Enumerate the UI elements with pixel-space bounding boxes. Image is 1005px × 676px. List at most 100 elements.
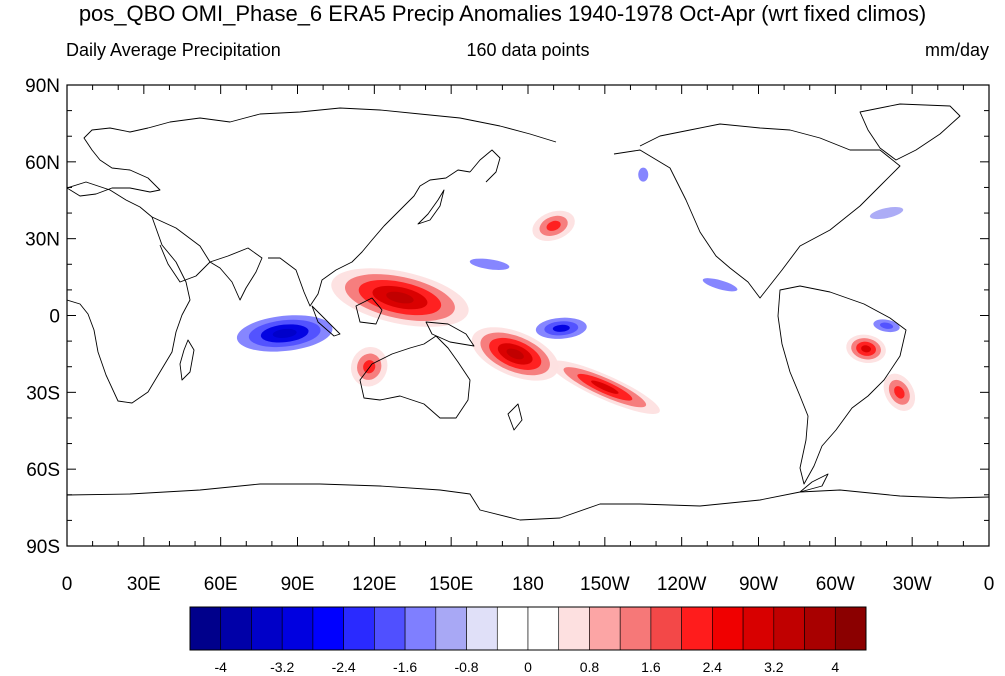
colorbar-tick-label: 3.2 <box>764 659 784 675</box>
coast-africa <box>67 181 191 404</box>
lon-label: 180 <box>512 574 544 595</box>
colorbar-box <box>834 606 867 651</box>
colorbar-box <box>619 606 652 651</box>
colorbar-tick-label: 4 <box>831 659 839 675</box>
colorbar-box <box>435 606 467 651</box>
lon-label: 90E <box>281 574 315 595</box>
lon-label: 60E <box>204 574 238 595</box>
anomaly-feature <box>532 210 575 242</box>
latitude-labels: 90N 60N 30N 0 30S 60S 90S <box>25 76 60 558</box>
anomaly-contour <box>894 386 905 399</box>
coast-north-america <box>613 123 901 299</box>
lon-label: 60W <box>816 574 855 595</box>
anomaly-feature <box>350 346 388 387</box>
coast-new-zealand <box>507 403 523 431</box>
colorbar-box <box>496 606 529 651</box>
lon-label: 120W <box>657 574 707 595</box>
anomaly-contour <box>272 328 297 338</box>
anomaly-feature <box>853 200 920 226</box>
colorbar-tick-label: -2.4 <box>332 659 356 675</box>
coast-south-america <box>777 285 907 485</box>
lon-label: 30E <box>127 574 161 595</box>
coast-india <box>209 247 263 301</box>
colorbar-box <box>312 606 344 651</box>
map-panel <box>66 84 990 547</box>
lon-label: 0 <box>62 574 73 595</box>
coast-europe <box>67 127 161 197</box>
anomaly-feature <box>866 316 907 336</box>
colorbar-box <box>374 606 406 651</box>
anomaly-contour <box>469 258 510 270</box>
coast-kamchatka <box>469 149 501 183</box>
lat-label: 60S <box>26 460 60 481</box>
colorbar-box <box>712 606 744 651</box>
anomaly-contour <box>552 324 570 332</box>
coast-antarctica <box>67 483 989 521</box>
colorbar-tick-label: -1.6 <box>393 659 417 675</box>
colorbar-box <box>220 606 252 651</box>
lat-label: 30S <box>26 383 60 404</box>
anomaly-contour <box>591 380 619 394</box>
colorbar-box <box>466 606 498 651</box>
colorbar-tick-label: 2.4 <box>703 659 723 675</box>
colorbar-box <box>589 606 621 651</box>
colorbar-tick-label: 0 <box>524 659 532 675</box>
lat-label: 90S <box>26 537 60 558</box>
colorbar-frame <box>189 606 867 651</box>
anomaly-contour <box>869 207 904 220</box>
anomaly-field <box>224 160 920 414</box>
anomaly-contour <box>546 220 561 231</box>
colorbar-box <box>527 606 560 651</box>
coast-new-guinea <box>425 321 475 347</box>
anomaly-contour <box>638 167 649 182</box>
anomaly-feature <box>846 334 886 364</box>
axis-ticks <box>66 84 990 547</box>
colorbar-box <box>650 606 682 651</box>
anomaly-contour <box>861 345 872 353</box>
coast-japan <box>417 189 445 225</box>
lon-label: 0 <box>984 574 995 595</box>
lat-label: 30N <box>25 230 60 251</box>
anomaly-feature <box>449 252 530 276</box>
lon-label: 30W <box>893 574 932 595</box>
coast-arctic-eurasia <box>147 107 557 143</box>
colorbar-box <box>681 606 713 651</box>
colorbar-box <box>773 606 805 651</box>
colorbar-box <box>404 606 437 651</box>
anomaly-feature <box>549 360 660 414</box>
coast-australia <box>359 335 471 419</box>
subtitle-left: Daily Average Precipitation <box>66 40 281 60</box>
colorbar-box <box>558 606 590 651</box>
colorbar-box <box>343 606 375 651</box>
anomaly-feature <box>633 160 654 189</box>
lon-label: 90W <box>739 574 778 595</box>
colorbar-tick-label: -4 <box>215 659 228 675</box>
colorbar: -4 -3.2 -2.4 -1.6 -0.8 0 0.8 1.6 2.4 3.2 4 <box>189 606 867 675</box>
colorbar-box <box>742 606 775 651</box>
coast-east-asia <box>268 169 471 307</box>
lon-label: 150W <box>580 574 630 595</box>
coast-borneo <box>355 297 383 325</box>
anomaly-feature <box>527 314 596 343</box>
colorbar-tick-label: 1.6 <box>641 659 661 675</box>
coast-sumatra <box>311 305 341 337</box>
coast-antarctic-peninsula <box>799 473 829 493</box>
colorbar-tick-label: -0.8 <box>454 659 478 675</box>
colorbar-tick-label: -3.2 <box>270 659 294 675</box>
colorbar-box <box>189 606 222 651</box>
plot-title: pos_QBO OMI_Phase_6 ERA5 Precip Anomalie… <box>78 1 927 26</box>
coastlines <box>67 103 989 521</box>
coast-arabia <box>151 216 211 283</box>
anomaly-feature <box>883 373 916 412</box>
coast-greenland <box>859 103 961 161</box>
colorbar-box <box>251 606 283 651</box>
subtitle-right: mm/day <box>924 40 989 60</box>
lon-label: 150E <box>429 574 473 595</box>
lat-label: 60N <box>25 153 60 174</box>
lat-label: 0 <box>49 307 60 328</box>
lat-label: 90N <box>25 76 60 97</box>
anomaly-contour <box>506 348 524 360</box>
anomaly-feature <box>471 327 559 381</box>
anomaly-feature <box>224 310 345 357</box>
